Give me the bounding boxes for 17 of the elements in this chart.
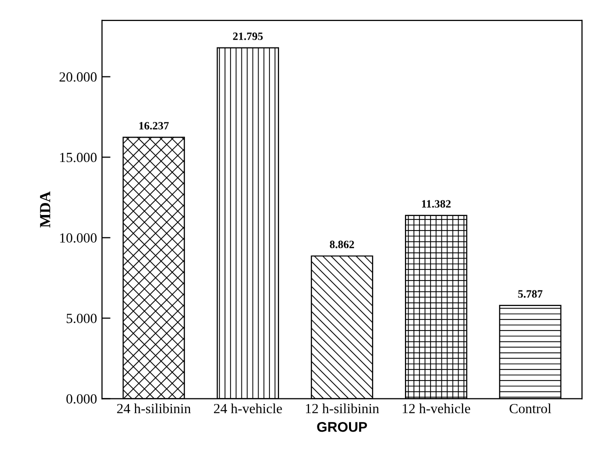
data-label: 16.237 xyxy=(139,122,169,130)
x-tick-label: Control xyxy=(510,404,552,414)
x-tick-label: 24 h-silibinin xyxy=(117,404,191,414)
y-axis-title: MDA xyxy=(40,191,50,228)
y-tick-label: 15.000 xyxy=(60,152,97,162)
data-label: 5.787 xyxy=(518,290,542,298)
x-tick-label: 12 h-silibinin xyxy=(306,404,380,414)
data-label: 21.795 xyxy=(233,32,263,40)
x-axis-title: GROUP xyxy=(317,422,367,432)
y-tick-label: 20.000 xyxy=(60,72,97,82)
y-tick-label: 0.000 xyxy=(66,394,97,404)
x-tick-label: 12 h-vehicle xyxy=(402,404,470,414)
data-label: 11.382 xyxy=(422,200,451,208)
data-label: 8.862 xyxy=(330,240,354,248)
y-tick-label: 10.000 xyxy=(60,233,97,243)
y-tick-label: 5.000 xyxy=(66,314,97,324)
x-tick-label: 24 h-vehicle xyxy=(214,404,282,414)
